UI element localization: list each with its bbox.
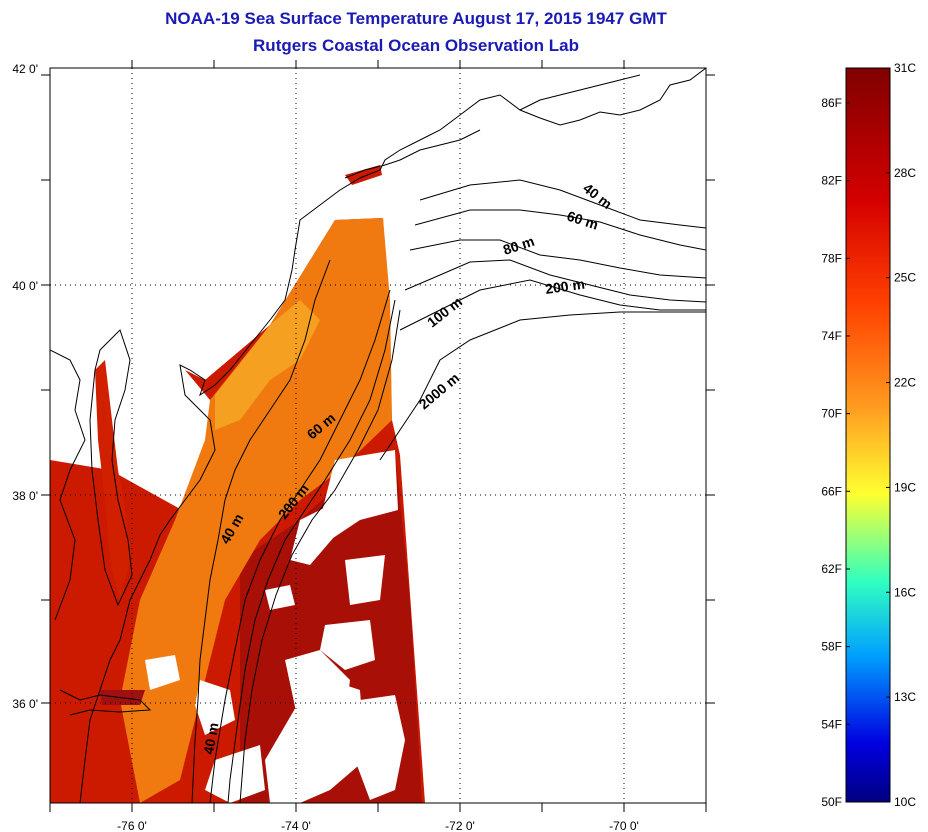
isobath-shelf-1	[209, 289, 391, 803]
colorbar-fahrenheit-label: 86F	[821, 96, 842, 110]
colorbar-gradient	[845, 67, 891, 803]
isobath-80m	[409, 239, 706, 279]
map-title: NOAA-19 Sea Surface Temperature August 1…	[165, 9, 667, 28]
colorbar-celsius-label: 22C	[894, 376, 916, 390]
colorbar-fahrenheit-label: 58F	[821, 640, 842, 654]
axis-ticks	[41, 60, 715, 812]
isobath-200m-north	[399, 279, 706, 331]
colorbar-fahrenheit-label: 82F	[821, 174, 842, 188]
swath-shelf-orange	[120, 218, 392, 803]
lat-tick-label: 36 0'	[12, 697, 38, 711]
isobath-shelf-2	[227, 299, 396, 803]
lon-tick-label: -72 0'	[445, 819, 475, 832]
colorbar-fahrenheit-label: 74F	[821, 329, 842, 343]
lat-tick-label: 40 0'	[12, 279, 38, 293]
colorbar-celsius-label: 19C	[894, 480, 916, 494]
isobath-shelf-4	[191, 259, 331, 803]
lon-tick-label: -76 0'	[117, 819, 147, 832]
lat-tick-label: 38 0'	[12, 489, 38, 503]
map-subtitle: Rutgers Coastal Ocean Observation Lab	[253, 36, 579, 55]
lat-tick-label: 42 0'	[12, 62, 38, 76]
colorbar-celsius-label: 10C	[894, 795, 916, 809]
colorbar-celsius-label: 31C	[894, 61, 916, 75]
isobath-100m	[404, 259, 706, 303]
long-island-sound-water	[345, 165, 382, 185]
coastline	[50, 68, 706, 803]
colorbar-fahrenheit-label: 78F	[821, 251, 842, 265]
lon-tick-label: -74 0'	[281, 819, 311, 832]
colorbar-celsius-label: 25C	[894, 271, 916, 285]
colorbar-celsius-label: 28C	[894, 166, 916, 180]
isobath-shelf-3	[239, 309, 401, 803]
colorbar-fahrenheit-label: 50F	[821, 795, 842, 809]
isobath-2000m	[379, 311, 706, 461]
swath-shelf-light	[215, 300, 320, 430]
lon-tick-labels: -76 0' -74 0' -72 0' -70 0'	[117, 819, 639, 832]
contour-label: 40 m	[200, 721, 221, 755]
cloud-mask	[145, 450, 405, 803]
colorbar-fahrenheit-label: 62F	[821, 562, 842, 576]
isobath-60m-north	[414, 209, 706, 251]
chesapeake-bay-water	[95, 360, 130, 600]
isobath-40m-north	[419, 179, 706, 229]
colorbar-fahrenheit-labels: 86F 82F 78F 74F 70F 66F 62F 58F 54F 50F	[821, 96, 850, 809]
contour-label: 200 m	[544, 276, 586, 297]
lat-tick-labels: 42 0' 40 0' 38 0' 36 0'	[12, 62, 38, 711]
colorbar-fahrenheit-label: 54F	[821, 717, 842, 731]
sst-swath	[50, 165, 425, 803]
colorbar-celsius-label: 13C	[894, 690, 916, 704]
colorbar-celsius-labels: 31C 28C 25C 22C 19C 16C 13C 10C	[886, 61, 916, 809]
colorbar-fahrenheit-label: 70F	[821, 407, 842, 421]
lon-tick-label: -70 0'	[609, 819, 639, 832]
isobaths	[191, 179, 706, 803]
colorbar-fahrenheit-label: 66F	[821, 484, 842, 498]
colorbar-celsius-label: 16C	[894, 585, 916, 599]
